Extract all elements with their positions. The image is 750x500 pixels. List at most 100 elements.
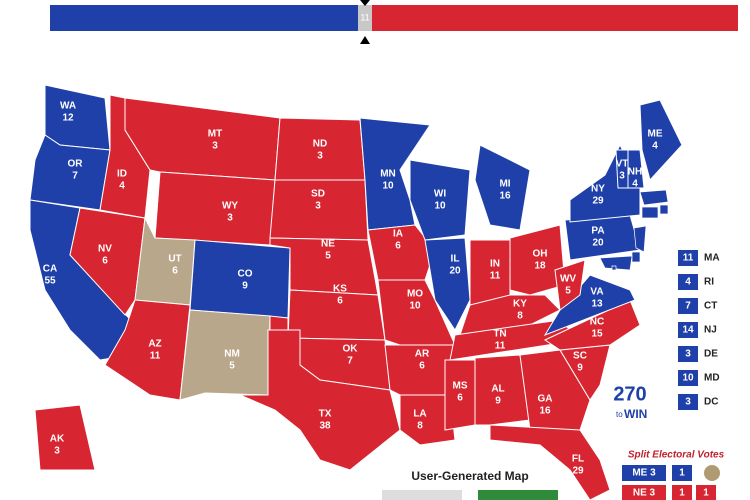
state[interactable] [474,354,531,426]
state-votes: 11 [150,351,161,362]
state[interactable] [359,117,431,231]
dem-bar [50,5,358,31]
small-state-box[interactable] [678,394,698,410]
state-abbr: CO [238,269,253,280]
small-state-box[interactable] [678,298,698,314]
state-votes: 29 [592,196,604,207]
logo: 270 to WIN [613,383,647,421]
state-votes: 12 [62,113,74,124]
state[interactable] [489,424,611,500]
split-cell[interactable] [672,485,692,500]
state-votes: 18 [534,261,546,272]
state[interactable] [104,299,191,401]
state[interactable] [543,274,636,336]
state-votes: 20 [592,238,604,249]
state-votes: 4 [119,181,125,192]
small-state[interactable] [639,189,669,206]
state-abbr: SD [311,189,325,200]
split-cell[interactable] [696,485,716,500]
logo-to: to [616,410,623,419]
split-cell-text: 1 [679,488,685,499]
split-cell[interactable] [672,465,692,481]
state-abbr: UT [168,254,181,265]
state-abbr: AR [415,349,430,360]
state[interactable] [409,159,471,241]
state-votes: 10 [434,201,446,212]
state-votes: 7 [347,356,353,367]
state-votes: 5 [229,361,235,372]
logo-number: 270 [613,383,646,405]
state[interactable] [154,171,276,246]
state-votes: 3 [227,213,233,224]
state[interactable] [474,144,531,231]
button-share[interactable] [478,490,558,500]
state-votes: 10 [382,181,394,192]
marker-bottom [360,36,370,44]
split-label-box[interactable] [622,485,666,500]
state[interactable] [44,84,111,151]
state-votes: 9 [577,363,583,374]
small-state[interactable] [631,251,641,263]
small-state[interactable] [641,206,659,219]
small-state-box[interactable] [678,346,698,362]
small-state-abbr: CT [704,301,717,312]
state-votes: 6 [172,266,178,277]
small-state-box[interactable] [678,250,698,266]
split-title: Split Electoral Votes [628,450,725,461]
small-state-votes: 7 [685,301,691,312]
state[interactable] [554,259,586,311]
small-state[interactable] [611,265,617,271]
state-abbr: MT [208,129,222,140]
state-votes: 9 [495,396,501,407]
state[interactable] [124,97,281,181]
state-abbr: NV [98,244,112,255]
state-votes: 3 [212,141,218,152]
state-abbr: NH [628,167,642,178]
state-abbr: OK [343,344,359,355]
state[interactable] [399,394,456,446]
state-abbr: IL [451,254,460,265]
state-abbr: ME [648,129,663,140]
undecided-bar [358,5,372,31]
state-abbr: ID [117,169,127,180]
info-icon[interactable] [704,465,720,481]
small-state-box[interactable] [678,370,698,386]
state-abbr: OH [533,249,548,260]
state[interactable] [627,149,645,189]
small-state-box[interactable] [678,322,698,338]
small-state-box[interactable] [678,274,698,290]
state-votes: 3 [317,151,323,162]
small-state[interactable] [633,225,647,253]
state-abbr: MS [453,381,468,392]
small-state[interactable] [599,255,633,271]
small-state[interactable] [659,204,669,215]
state-votes: 8 [517,311,523,322]
state[interactable] [34,404,96,471]
state[interactable] [179,309,271,401]
small-state-votes: 3 [685,397,691,408]
state[interactable] [509,224,566,296]
state-abbr: CA [43,264,57,275]
split-rows: ME 3 1 NE 3 1 1 [622,465,720,500]
split-label-box[interactable] [622,465,666,481]
state-abbr: PA [591,226,604,237]
state[interactable] [519,349,591,431]
state-votes: 3 [315,201,321,212]
small-state-abbr: DC [704,397,718,408]
button-reset[interactable] [382,490,462,500]
state-abbr: NE [321,239,335,250]
state-votes: 10 [409,301,421,312]
state-votes: 4 [632,179,638,190]
state-abbr: IN [490,259,500,270]
state[interactable] [639,99,683,182]
state-abbr: WV [560,274,576,285]
state-abbr: LA [413,409,426,420]
marker-top [360,0,370,6]
state-votes: 20 [449,266,461,277]
state[interactable] [424,237,471,331]
state[interactable] [239,329,401,471]
state-votes: 11 [490,271,501,282]
split-cell-text: 1 [679,468,685,479]
small-state-votes: 14 [682,325,694,336]
